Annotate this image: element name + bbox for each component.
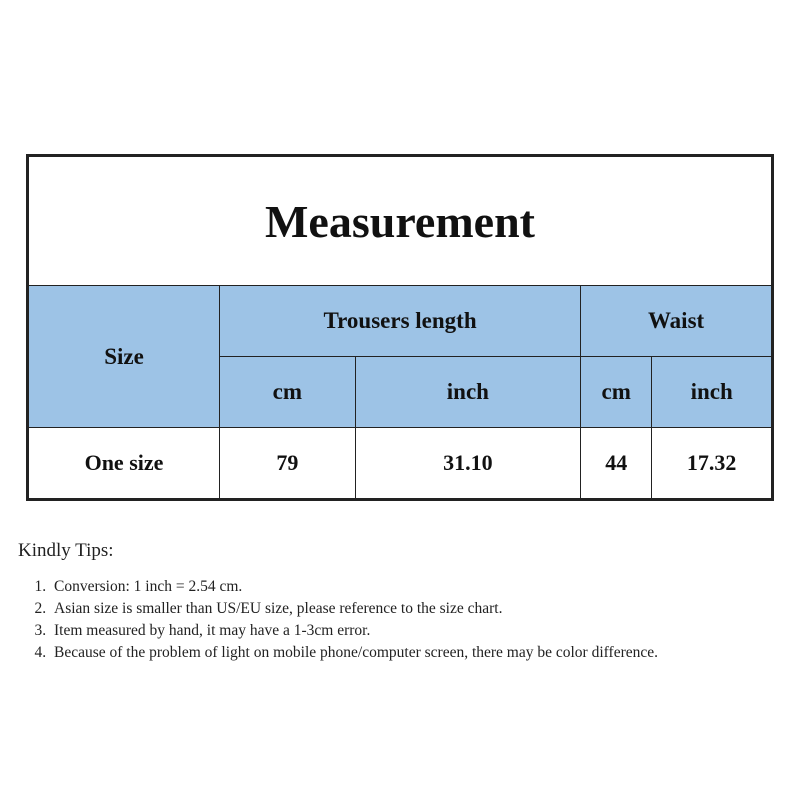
header-waist-cm: cm: [580, 356, 653, 428]
tip-item: Asian size is smaller than US/EU size, p…: [50, 598, 734, 620]
header-size: Size: [27, 285, 220, 428]
tip-item: Conversion: 1 inch = 2.54 cm.: [50, 576, 734, 598]
size-chart-table: Measurement Size Trousers length Waist c…: [26, 154, 774, 501]
kindly-tips: Kindly Tips: Conversion: 1 inch = 2.54 c…: [18, 540, 734, 664]
tip-item: Because of the problem of light on mobil…: [50, 642, 734, 664]
table-title: Measurement: [27, 155, 773, 286]
cell-waist-inch: 17.32: [651, 427, 773, 500]
cell-trousers-cm: 79: [219, 427, 356, 500]
table-row: One size 79 31.10 44 17.32: [27, 427, 773, 500]
cell-waist-cm: 44: [580, 427, 653, 500]
tip-item: Item measured by hand, it may have a 1-3…: [50, 620, 734, 642]
tips-heading: Kindly Tips:: [18, 540, 114, 561]
cell-size: One size: [27, 427, 220, 500]
header-trousers-length: Trousers length: [218, 285, 582, 357]
header-waist-inch: inch: [651, 356, 773, 428]
header-waist: Waist: [580, 285, 773, 357]
header-trousers-cm: cm: [219, 356, 356, 428]
header-trousers-inch: inch: [354, 356, 582, 428]
cell-trousers-inch: 31.10: [354, 427, 582, 500]
